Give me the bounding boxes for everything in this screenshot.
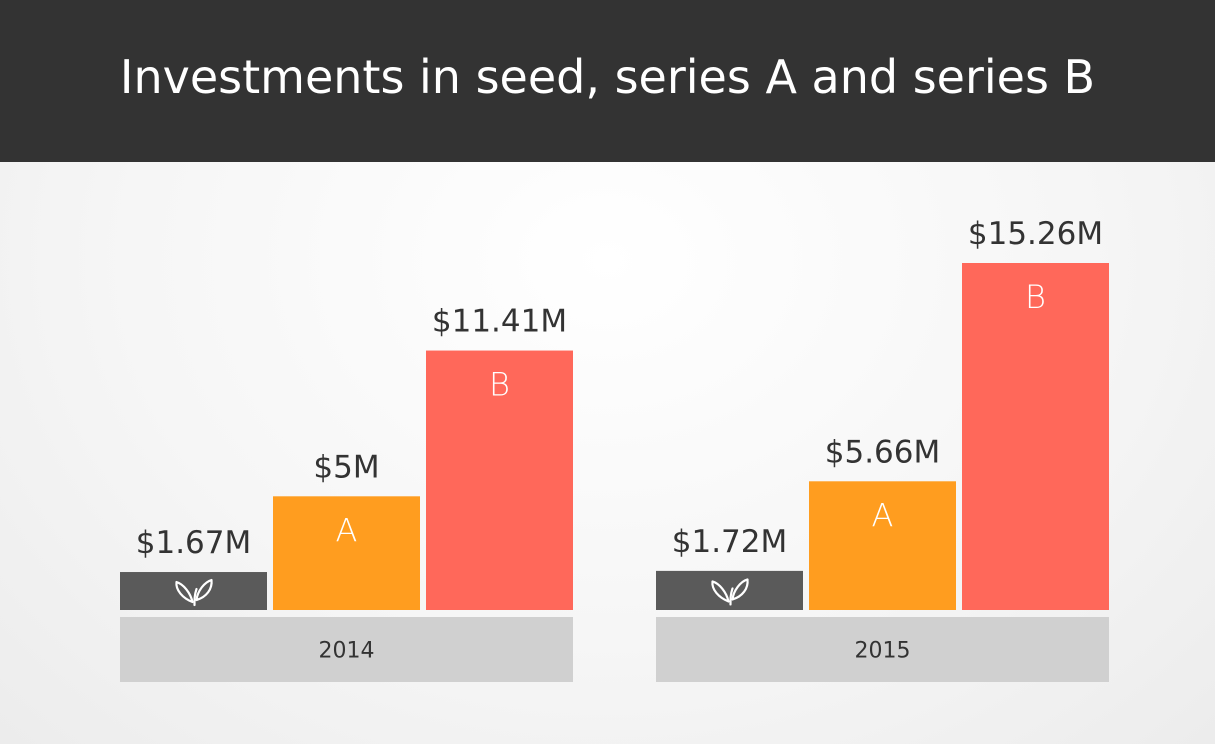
value-label-series_a-2014: $5M xyxy=(313,449,379,485)
bar-series_a-2014 xyxy=(273,496,420,610)
year-band-2015 xyxy=(656,617,1109,682)
bar-marker-series_b-2015: B xyxy=(1025,278,1046,316)
bar-marker-series_b-2014: B xyxy=(489,366,510,404)
value-label-series_b-2014: $11.41M xyxy=(432,304,567,340)
value-label-series_b-2015: $15.26M xyxy=(968,216,1103,252)
bar-series_b-2015 xyxy=(962,263,1109,610)
year-label-2015: 2015 xyxy=(855,639,911,664)
bar-marker-series_a-2015: A xyxy=(872,496,894,534)
chart-title: Investments in seed, series A and series… xyxy=(119,50,1096,104)
year-label-2014: 2014 xyxy=(319,639,375,664)
bar-series_a-2015 xyxy=(809,481,956,610)
seedling-icon xyxy=(711,578,749,606)
bar-group-2014: $1.67M $5M A $11.41M B 2014 xyxy=(120,304,573,682)
header-banner: Investments in seed, series A and series… xyxy=(0,0,1215,162)
value-label-series_a-2015: $5.66M xyxy=(825,434,941,470)
bar-marker-series_a-2014: A xyxy=(336,511,358,549)
year-band-2014 xyxy=(120,617,573,682)
bar-group-2015: $1.72M $5.66M A $15.26M B 2015 xyxy=(656,216,1109,682)
value-label-seed-2015: $1.72M xyxy=(672,524,788,560)
bar-series_b-2014 xyxy=(426,350,573,610)
value-label-seed-2014: $1.67M xyxy=(136,525,252,561)
seedling-icon xyxy=(175,578,213,607)
